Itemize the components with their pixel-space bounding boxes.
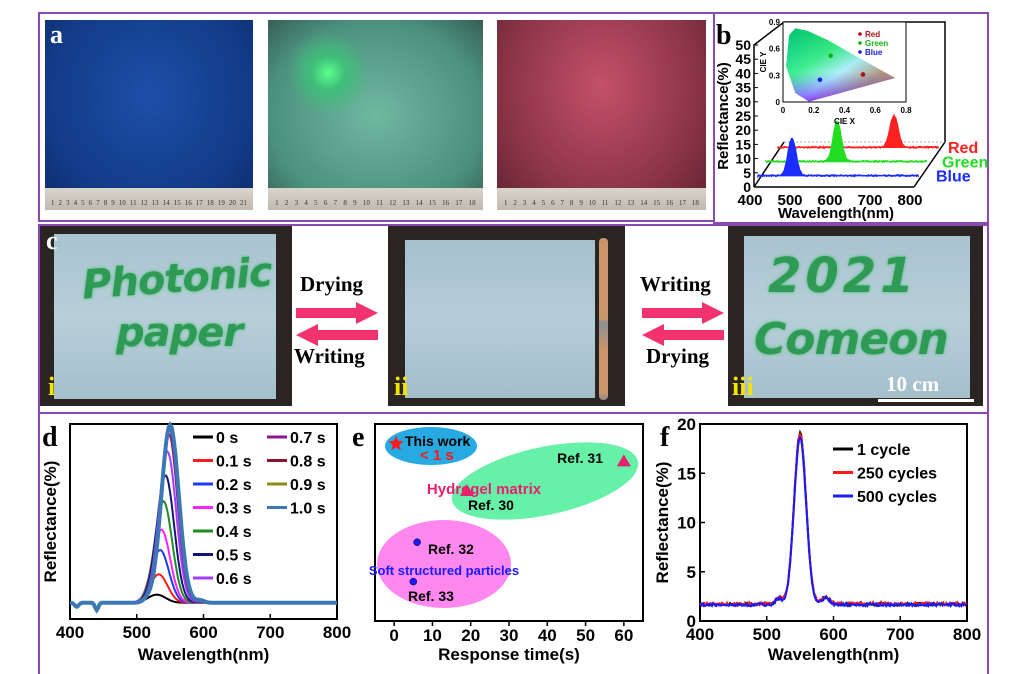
point-label: This work (405, 433, 471, 449)
y-tick-label: 10 (677, 514, 696, 533)
spectrum-red (778, 115, 938, 148)
point-label: Ref. 31 (557, 450, 603, 466)
x-tick-label: 800 (953, 625, 981, 644)
legend-label: 0.5 s (216, 548, 252, 565)
x-tick-label: 400 (737, 192, 762, 209)
x-tick-label: 10 (423, 626, 442, 645)
cie-point-blue (818, 77, 823, 82)
group-label: Soft structured particles (369, 563, 519, 578)
inset-legend-swatch (858, 50, 862, 54)
x-tick-label: 800 (323, 623, 351, 642)
y-tick-label: 0 (687, 612, 696, 631)
point-label: Ref. 30 (468, 497, 514, 513)
charts-layer: b d e f 400 500 600 700 800Wavelength(nm)Ref… (0, 0, 1023, 671)
x-tick-label: 600 (189, 623, 217, 642)
y-tick-label: 20 (735, 122, 751, 138)
y-tick-label: 15 (735, 136, 751, 152)
y-tick-label: 35 (735, 80, 751, 96)
x-axis-label: Response time(s) (438, 645, 580, 664)
y-tick-label: 5 (687, 563, 696, 582)
series-label: Blue (936, 169, 971, 186)
x-tick-label: 60 (614, 626, 633, 645)
x-axis-label: Wavelength(nm) (778, 205, 894, 222)
x-tick-label: 400 (56, 623, 84, 642)
x-tick-label: 40 (538, 626, 557, 645)
legend-label: 0.4 s (216, 524, 252, 541)
point-label: Ref. 33 (408, 588, 454, 604)
y-tick-label: 10 (735, 151, 751, 167)
y-tick-label: 15 (677, 464, 696, 483)
x-tick-label: 700 (886, 625, 914, 644)
inset-x-tick-label: 0.8 (900, 106, 912, 115)
plot-area (700, 424, 967, 621)
legend-label: 250 cycles (857, 466, 937, 483)
x-tick-label: 30 (500, 626, 519, 645)
legend-label: 1 cycle (857, 442, 910, 459)
legend-label: 0 s (216, 430, 238, 447)
y-tick-label: 45 (735, 51, 751, 67)
y-tick-label: 30 (735, 94, 751, 110)
y-tick-label: 50 (735, 37, 751, 53)
x-axis-label: Wavelength(nm) (138, 645, 270, 664)
panel-label-e: e (352, 422, 364, 453)
inset-legend-label: Blue (865, 48, 883, 57)
inset-legend-label: Green (865, 39, 888, 48)
point-label: Ref. 32 (428, 541, 474, 557)
inset-x-tick-label: 0 (781, 106, 786, 115)
group-label: Hydrogel matrix (427, 481, 542, 498)
legend-label: 1.0 s (290, 501, 326, 518)
inset-x-tick-label: 0.4 (839, 106, 851, 115)
inset-y-axis-label: CIE Y (759, 51, 768, 72)
cie-point-red (861, 72, 866, 77)
inset-legend-swatch (858, 41, 862, 45)
legend-label: 0.7 s (290, 430, 326, 447)
legend-label: 500 cycles (857, 489, 937, 506)
series-line-250-cycles (700, 434, 966, 605)
inset-legend-swatch (858, 32, 862, 36)
series-line-1-cycle (700, 432, 966, 605)
y-tick-label: 20 (677, 415, 696, 434)
inset-x-axis-label: CIE X (834, 117, 856, 126)
inset-legend-label: Red (865, 30, 880, 39)
cie-point-green (828, 53, 833, 58)
x-tick-label: 20 (461, 626, 480, 645)
panel-label-b: b (716, 20, 732, 51)
inset-y-tick-label: 0.6 (769, 45, 781, 54)
inset-y-tick-label: 0 (776, 98, 781, 107)
depth-axis (754, 142, 784, 187)
series-line-0-5-s (70, 476, 337, 610)
legend-label: 0.9 s (290, 477, 326, 494)
x-tick-label: 500 (123, 623, 151, 642)
legend-label: 0.2 s (216, 477, 252, 494)
x-axis-label: Wavelength(nm) (768, 645, 900, 664)
x-tick-label: 700 (256, 623, 284, 642)
panel-label-d: d (42, 422, 58, 453)
y-axis-label: Reflectance(%) (41, 461, 60, 583)
panel-label-f: f (660, 422, 670, 453)
inset-x-tick-label: 0.6 (870, 106, 882, 115)
legend-label: 0.1 s (216, 454, 252, 471)
x-tick-label: 500 (753, 625, 781, 644)
y-axis-label: Reflectance(%) (653, 462, 672, 584)
x-tick-label: 50 (576, 626, 595, 645)
series-line-0-3-s (70, 530, 337, 610)
inset-y-tick-label: 0.3 (769, 71, 781, 80)
group-note: < 1 s (420, 447, 454, 464)
series-line-500-cycles (700, 438, 966, 606)
x-tick-label: 600 (819, 625, 847, 644)
y-tick-label: 40 (735, 65, 751, 81)
inset-y-tick-label: 0.9 (769, 18, 781, 27)
x-tick-label: 800 (897, 192, 922, 209)
y-axis-label: Reflectance(%) (715, 62, 732, 170)
legend-label: 0.8 s (290, 454, 326, 471)
y-tick-label: 5 (743, 165, 751, 181)
y-tick-label: 25 (735, 108, 751, 124)
x-tick-label: 0 (389, 626, 398, 645)
sphere-marker (410, 578, 417, 585)
sphere-marker (414, 539, 421, 546)
inset-x-tick-label: 0.2 (808, 106, 820, 115)
legend-label: 0.6 s (216, 571, 252, 588)
legend-label: 0.3 s (216, 501, 252, 518)
